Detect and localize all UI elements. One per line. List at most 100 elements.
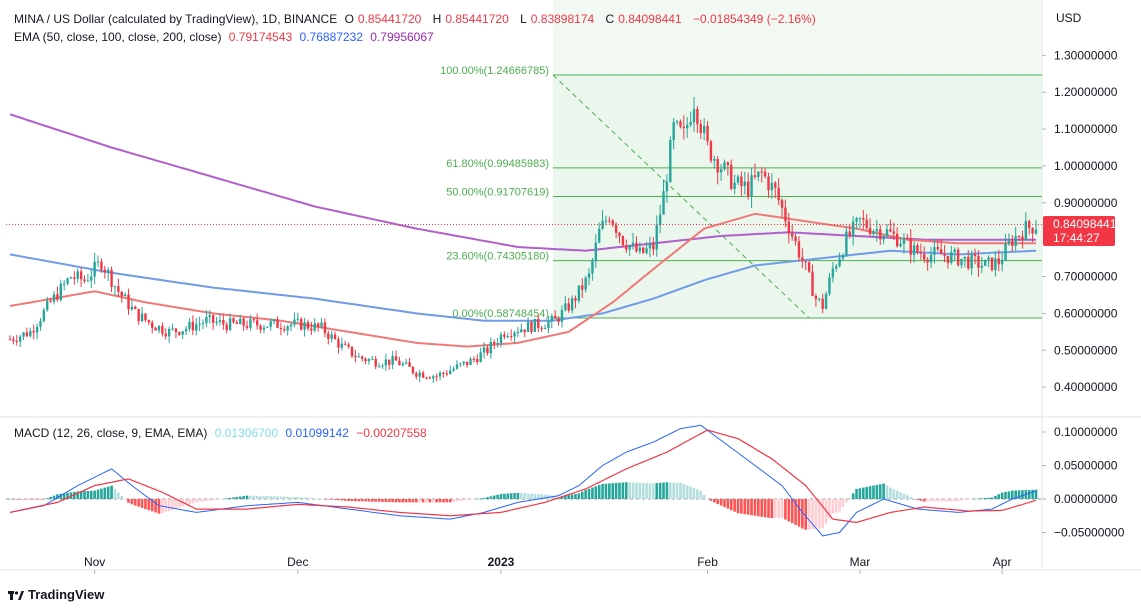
macd-histogram-bar: [574, 493, 577, 499]
macd-histogram-bar: [198, 499, 201, 502]
candle-body: [493, 341, 496, 344]
macd-histogram-bar: [933, 499, 936, 502]
macd-histogram-bar: [648, 483, 652, 499]
macd-histogram-bar: [384, 499, 388, 502]
brand-name: TradingView: [28, 587, 105, 602]
macd-histogram-bar: [93, 490, 96, 499]
macd-histogram-bar: [729, 499, 733, 511]
macd-histogram-bar: [398, 499, 401, 503]
macd-histogram-bar: [191, 499, 195, 504]
macd-legend: MACD (12, 26, close, 9, EMA, EMA) 0.0130…: [14, 425, 431, 441]
macd-histogram-bar: [326, 499, 330, 500]
macd-histogram-bar: [916, 499, 919, 500]
candle-body: [404, 362, 408, 364]
macd-histogram-bar: [123, 499, 127, 500]
macd-histogram-bar: [299, 497, 303, 499]
candle-body: [669, 140, 672, 183]
macd-histogram-bar: [828, 499, 831, 519]
macd-histogram-bar: [709, 499, 713, 501]
candle-body: [526, 322, 530, 332]
macd-histogram-bar: [137, 499, 140, 507]
macd-histogram-bar: [902, 493, 906, 499]
macd-histogram-bar: [150, 499, 154, 512]
fib-extension-area: [553, 0, 1042, 75]
macd-histogram-bar: [655, 483, 659, 499]
macd-histogram-bar: [662, 482, 665, 499]
macd-histogram-bar: [492, 495, 496, 499]
macd-histogram-bar: [624, 482, 628, 499]
macd-histogram-bar: [296, 496, 300, 499]
macd-histogram-bar: [851, 493, 855, 499]
macd-histogram-bar: [875, 484, 879, 499]
macd-histogram-bar: [415, 499, 418, 503]
candle-body: [719, 169, 723, 173]
candle-body: [862, 217, 865, 220]
macd-histogram-bar: [127, 499, 130, 503]
candle-body: [716, 159, 719, 173]
candle-body: [743, 181, 746, 187]
candle-body: [963, 256, 967, 259]
candle-body: [69, 277, 73, 279]
candle-body: [354, 355, 357, 358]
macd-histogram-bar: [333, 499, 337, 500]
macd-histogram-bar: [645, 483, 648, 499]
macd-histogram-bar: [289, 496, 293, 499]
macd-histogram-bar: [133, 499, 137, 506]
candle-body: [1021, 236, 1024, 241]
candle-body: [120, 291, 123, 297]
candle-body: [469, 358, 472, 366]
candle-body: [950, 252, 953, 263]
high-value: H 0.85441720: [432, 12, 509, 26]
macd-histogram-bar: [215, 499, 218, 500]
candle-body: [435, 376, 438, 378]
candle-body: [760, 171, 763, 173]
time-axis-label: Mar: [850, 555, 871, 569]
macd-histogram-bar: [401, 499, 405, 503]
candle-body: [564, 303, 567, 310]
candle-body: [134, 306, 137, 309]
candle-body: [547, 321, 550, 329]
candle-body: [929, 254, 933, 263]
macd-histogram-bar: [357, 499, 361, 502]
macd-axis-label: 0.10000000: [1054, 425, 1118, 439]
macd-histogram-bar: [435, 499, 438, 503]
macd-histogram-bar: [320, 498, 323, 500]
currency-label[interactable]: USD: [1056, 11, 1082, 25]
price-axis-label: 0.40000000: [1054, 380, 1118, 394]
ema100-line: [9, 249, 1037, 322]
macd-histogram-bar: [171, 499, 174, 510]
macd-histogram-bar: [154, 499, 157, 513]
candle-body: [340, 343, 344, 348]
candle-body: [117, 286, 120, 292]
macd-histogram-bar: [350, 499, 354, 502]
candle-body: [357, 356, 360, 358]
candle-body: [266, 326, 269, 328]
macd-histogram-bar: [22, 499, 25, 500]
candle-body: [794, 236, 797, 242]
macd-histogram-bar: [117, 492, 120, 499]
macd-histogram-bar: [225, 498, 229, 499]
macd-histogram-bar: [66, 492, 69, 499]
candle-body: [824, 293, 828, 309]
candle-body: [472, 358, 476, 360]
macd-histogram-bar: [889, 487, 892, 499]
candle-body: [279, 327, 283, 330]
tradingview-logo[interactable]: TradingView: [8, 587, 104, 602]
macd-histogram-bar: [936, 499, 940, 502]
macd-histogram-bar: [35, 499, 39, 500]
candle-body: [249, 319, 252, 328]
candle-body: [581, 285, 584, 290]
candle-body: [79, 271, 83, 280]
candle-body: [699, 124, 702, 133]
candle-body: [902, 238, 906, 244]
macd-histogram-bar: [174, 499, 178, 509]
candle-body: [858, 217, 862, 219]
macd-histogram-bar: [801, 499, 804, 529]
candle-body: [144, 313, 147, 321]
macd-signal-line: [9, 429, 1037, 524]
macd-histogram-bar: [895, 490, 899, 499]
price-axis-label: 0.70000000: [1054, 270, 1118, 284]
macd-histogram-bar: [276, 496, 279, 499]
